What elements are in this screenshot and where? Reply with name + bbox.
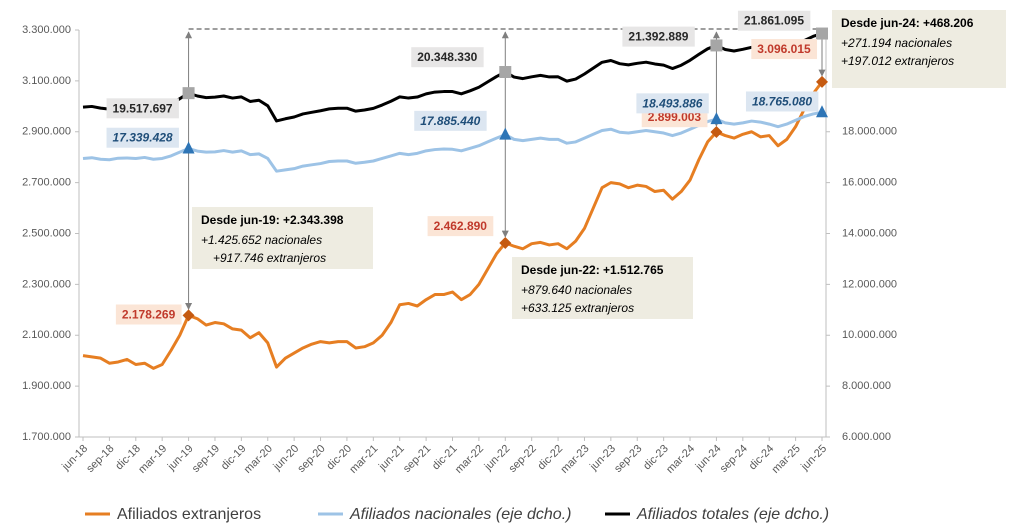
data-marker [816, 75, 828, 88]
data-marker [499, 236, 512, 249]
callout-title: Desde jun-22: +1.512.765 [521, 263, 664, 277]
callout-line: +197.012 extranjeros [841, 54, 954, 68]
y2-tick-label: 14.000.000 [842, 227, 897, 239]
y-tick-label: 2.900.000 [22, 126, 71, 138]
series-line [82, 32, 823, 123]
value-label-box [636, 93, 709, 114]
value-label-box [106, 127, 179, 148]
y-tick-label: 2.500.000 [22, 227, 71, 239]
y-tick-label: 3.100.000 [22, 75, 71, 87]
data-marker [710, 39, 723, 52]
y2-tick-label: 6.000.000 [842, 431, 891, 443]
value-label-box [622, 26, 695, 47]
value-label-box [115, 304, 182, 325]
y2-tick-label: 18.000.000 [842, 126, 897, 138]
y-tick-label: 3.300.000 [22, 24, 71, 36]
data-marker [499, 127, 512, 140]
y-tick-label: 2.300.000 [22, 278, 71, 290]
y2-tick-label: 16.000.000 [842, 177, 897, 189]
legend-label: Afiliados totales (eje dcho.) [636, 506, 829, 523]
value-label-box [411, 47, 484, 68]
y-tick-label: 1.900.000 [22, 380, 71, 392]
callout-line: +917.746 extranjeros [213, 251, 326, 265]
value-label: 2.178.269 [122, 308, 176, 322]
data-marker [816, 105, 828, 118]
value-label: 18.493.886 [642, 96, 702, 110]
y2-tick-label: 8.000.000 [842, 380, 891, 392]
data-marker [710, 112, 723, 125]
callout-title: Desde jun-24: +468.206 [841, 16, 974, 30]
value-label: 17.885.440 [420, 114, 480, 128]
value-label-box [414, 110, 487, 131]
callout-box [192, 207, 373, 269]
value-label: 17.339.428 [113, 131, 173, 145]
callout-line: +633.125 extranjeros [521, 301, 634, 315]
value-label: 2.899.003 [648, 110, 702, 124]
callout-line: +271.194 nacionales [841, 36, 952, 50]
y2-tick-label: 12.000.000 [842, 278, 897, 290]
value-label-box [745, 91, 819, 112]
value-label-box [427, 216, 494, 237]
legend-label: Afiliados extranjeros [117, 506, 261, 523]
callout-line: +879.640 nacionales [521, 283, 632, 297]
y-tick-label: 2.100.000 [22, 329, 71, 341]
callout-box [512, 257, 693, 319]
value-label-box [751, 39, 818, 60]
data-marker [710, 126, 723, 139]
callout-title: Desde jun-19: +2.343.398 [201, 213, 344, 227]
value-label: 2.462.890 [434, 219, 488, 233]
legend-label: Afiliados nacionales (eje dcho.) [349, 506, 571, 523]
value-label: 20.348.330 [417, 50, 477, 64]
value-label: 3.096.015 [757, 42, 811, 56]
value-label-box [737, 10, 811, 31]
value-label: 21.861.095 [744, 14, 804, 28]
data-marker [182, 87, 195, 100]
callout-line: +1.425.652 nacionales [201, 233, 322, 247]
data-marker [816, 27, 828, 40]
value-label-box [106, 98, 179, 119]
value-label: 19.517.697 [113, 101, 173, 115]
value-label: 21.392.889 [628, 30, 688, 44]
data-marker [499, 66, 512, 79]
data-marker [182, 309, 195, 322]
callout-box [832, 10, 1006, 88]
value-label: 18.765.080 [752, 94, 812, 108]
y2-tick-label: 10.000.000 [842, 329, 897, 341]
data-marker [182, 141, 195, 154]
y-tick-label: 2.700.000 [22, 177, 71, 189]
y-tick-label: 1.700.000 [22, 431, 71, 443]
series-line [82, 80, 824, 370]
